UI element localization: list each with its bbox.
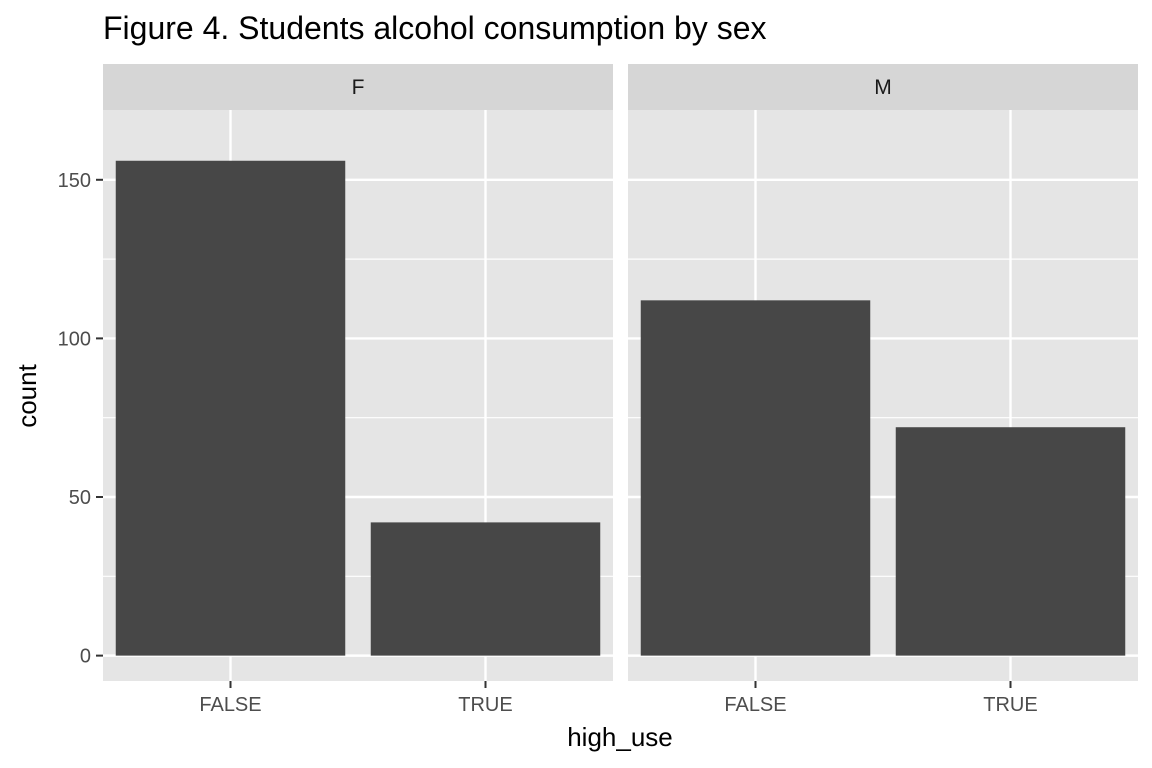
facet-panels: F FALSE TRUE M FALSE TRUE xyxy=(103,64,1138,716)
facet-strip-label: F xyxy=(352,76,365,99)
y-axis: 0 50 100 150 xyxy=(58,170,103,668)
facet-strip-label: M xyxy=(874,76,892,99)
y-tick-label: 100 xyxy=(58,328,91,350)
y-tick-label: 50 xyxy=(69,487,91,509)
bar-M-TRUE xyxy=(895,427,1126,656)
y-tick-label: 0 xyxy=(80,646,91,668)
x-tick-label: TRUE xyxy=(458,694,512,716)
x-tick-label: TRUE xyxy=(983,694,1037,716)
y-tick-label: 150 xyxy=(58,170,91,192)
bar-F-TRUE xyxy=(370,522,601,656)
bar-F-FALSE xyxy=(115,160,346,656)
chart-title: Figure 4. Students alcohol consumption b… xyxy=(103,10,766,46)
bar-M-FALSE xyxy=(640,300,871,656)
y-axis-title: count xyxy=(12,363,42,427)
facet-panel-F: F FALSE TRUE xyxy=(103,64,613,716)
facet-panel-M: M FALSE TRUE xyxy=(628,64,1138,716)
facet-strip xyxy=(628,64,1138,110)
x-axis-title: high_use xyxy=(567,722,673,752)
x-tick-label: FALSE xyxy=(724,694,786,716)
facet-strip xyxy=(103,64,613,110)
x-tick-label: FALSE xyxy=(199,694,261,716)
